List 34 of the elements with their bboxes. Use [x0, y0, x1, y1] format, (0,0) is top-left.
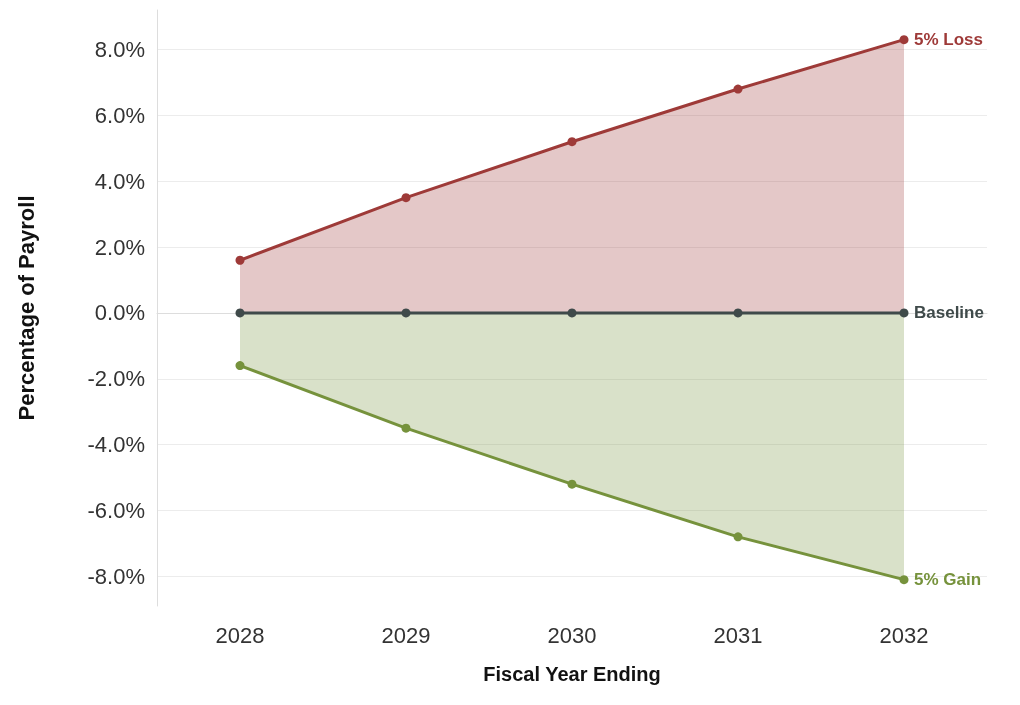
y-tick-label: -8.0% — [87, 563, 145, 589]
y-tick-label: 4.0% — [94, 168, 145, 194]
point — [567, 479, 577, 489]
y-tick-label: 6.0% — [94, 102, 145, 128]
x-tick-label: 2028 — [215, 622, 265, 648]
y-tick-label: -6.0% — [87, 498, 145, 524]
point — [899, 575, 909, 585]
y-tick-label: 8.0% — [94, 37, 145, 63]
series-label: 5% Loss — [914, 30, 983, 50]
series-label: 5% Gain — [914, 570, 982, 590]
series-label: Baseline — [914, 303, 984, 323]
point — [401, 423, 411, 433]
point — [401, 193, 411, 203]
x-tick-label: 2030 — [547, 622, 597, 648]
point — [899, 35, 909, 45]
y-tick-label: 0.0% — [94, 300, 145, 326]
y-tick-label: -2.0% — [87, 366, 145, 392]
point — [567, 308, 577, 318]
y-tick-label: 2.0% — [94, 234, 145, 260]
point — [733, 532, 743, 542]
x-tick-label: 2032 — [879, 622, 929, 648]
x-axis-title: Fiscal Year Ending — [483, 663, 661, 685]
x-tick-label: 2031 — [713, 622, 763, 648]
point — [733, 308, 743, 318]
point — [733, 84, 743, 94]
y-tick-label: -4.0% — [87, 432, 145, 458]
x-tick-label: 2029 — [381, 622, 431, 648]
point — [235, 255, 245, 265]
point — [567, 137, 577, 147]
point — [235, 308, 245, 318]
y-axis-title: Percentage of Payroll — [13, 195, 39, 421]
point — [401, 308, 411, 318]
point — [235, 361, 245, 371]
point — [899, 308, 909, 318]
